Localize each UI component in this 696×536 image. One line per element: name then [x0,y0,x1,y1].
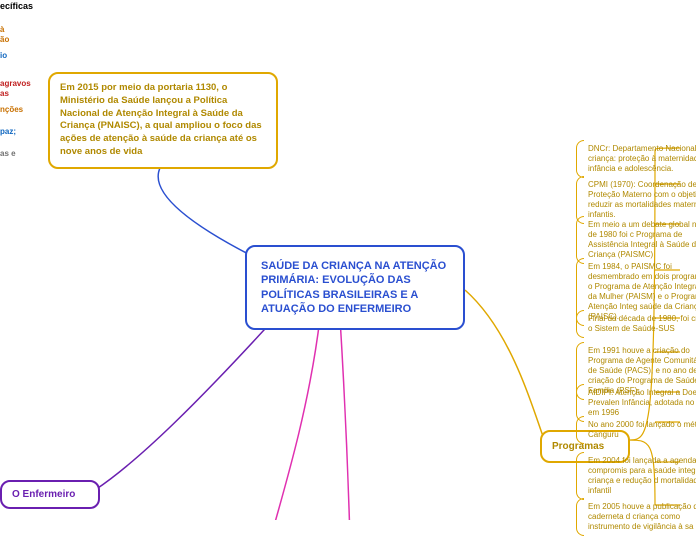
item-cap [576,216,584,264]
enfermeiro-node[interactable]: O Enfermeiro [0,480,100,509]
programa-item-text: Final da década de 1980, foi criado o Si… [588,314,696,333]
top-left-header: ecíficas [0,0,33,13]
central-topic[interactable]: SAÚDE DA CRIANÇA NA ATENÇÃO PRIMÁRIA: EV… [245,245,465,330]
programa-item-text: Em meio a um debate global no ano de 198… [588,220,696,259]
fragment-text: as e [0,148,16,159]
item-cap [576,498,584,536]
programa-item-text: AIDIPI: Atenção Integral a Doenças Preva… [588,388,696,417]
programa-item[interactable]: Em meio a um debate global no ano de 198… [580,216,696,264]
fragment-text: as [0,88,9,99]
item-cap [576,416,584,444]
programa-item-text: Em 2004 foi lançada a agenda de compromi… [588,456,696,495]
fragment-text: nções [0,104,23,115]
programa-item[interactable]: Em 2004 foi lançada a agenda de compromi… [580,452,696,500]
programa-item-text: CPMI (1970): Coordenação de Proteção Mat… [588,180,696,219]
item-cap [576,310,584,338]
programa-item[interactable]: Final da década de 1980, foi criado o Si… [580,310,696,338]
fragment-text: paz; [0,126,16,137]
programa-item-text: Em 2005 houve a publicação da caderneta … [588,502,696,531]
central-topic-text: SAÚDE DA CRIANÇA NA ATENÇÃO PRIMÁRIA: EV… [261,260,446,315]
programa-item[interactable]: No ano 2000 foi lançado o método Canguru [580,416,696,444]
fragment-text: io [0,50,7,61]
programa-item-text: No ano 2000 foi lançado o método Canguru [588,420,696,439]
item-cap [576,452,584,500]
fragment-text: ão [0,34,9,45]
programa-item[interactable]: Em 2005 houve a publicação da caderneta … [580,498,696,536]
programa-item[interactable]: DNCr: Departamento Nacional da criança: … [580,140,696,178]
programa-item-text: DNCr: Departamento Nacional da criança: … [588,144,696,173]
item-cap [576,140,584,178]
pnaisc-info-box: Em 2015 por meio da portaria 1130, o Min… [48,72,278,169]
pnaisc-info-text: Em 2015 por meio da portaria 1130, o Min… [60,82,262,157]
enfermeiro-label: O Enfermeiro [12,489,75,500]
